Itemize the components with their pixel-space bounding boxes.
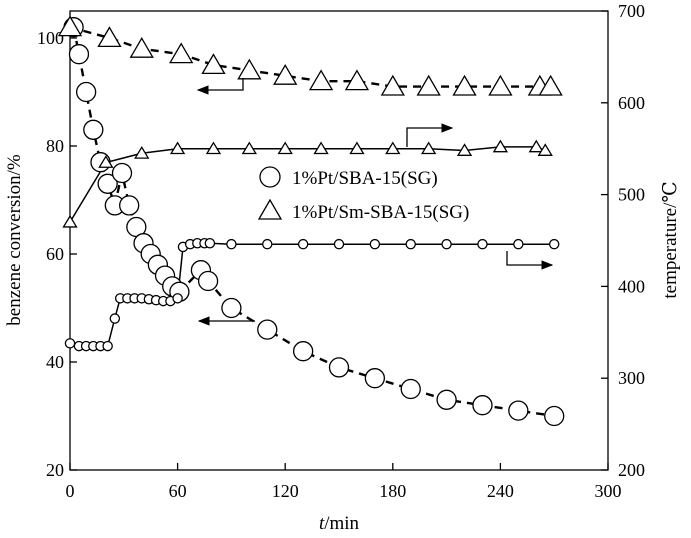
data-point-s3-9: [385, 141, 401, 155]
data-point-s0-19: [257, 319, 278, 340]
x-tick-label: 180: [379, 481, 406, 501]
data-point-s2-27: [441, 238, 452, 250]
y-right-tick-label: 700: [618, 1, 645, 21]
y-right-tick-label: 300: [618, 368, 645, 388]
data-point-s1-3: [169, 42, 194, 64]
data-point-s2-6: [109, 313, 121, 324]
data-point-s0-8: [119, 195, 140, 216]
data-point-s1-10: [416, 74, 441, 96]
data-point-s3-5: [241, 141, 257, 155]
data-point-s1-7: [308, 69, 334, 91]
data-point-s1-8: [344, 69, 370, 91]
x-tick-label: 60: [169, 481, 187, 501]
y-left-tick-label: 20: [46, 460, 64, 480]
x-tick-label: 120: [272, 481, 299, 501]
data-point-s2-23: [297, 238, 309, 250]
data-point-s3-8: [349, 141, 365, 155]
legend: 1%Pt/SBA-15(SG) 1%Pt/Sm-SBA-15(SG): [257, 166, 469, 223]
data-point-s3-13: [528, 139, 544, 153]
data-point-s3-2: [134, 146, 150, 159]
data-point-s1-14: [538, 74, 563, 96]
legend-label-sm-sba: 1%Pt/Sm-SBA-15(SG): [292, 202, 469, 223]
plot-frame: [69, 10, 609, 471]
data-point-s0-21: [328, 357, 350, 378]
data-point-s3-1: [98, 155, 114, 168]
data-point-s2-15: [172, 293, 183, 304]
data-point-s0-20: [292, 341, 314, 362]
y-left-tick-label: 80: [46, 136, 64, 156]
data-point-s1-0: [57, 15, 83, 37]
data-point-s3-7: [313, 141, 329, 155]
data-point-s0-7: [111, 162, 133, 184]
axis-ticks: [69, 10, 609, 471]
y-left-tick-label: 40: [46, 352, 64, 372]
data-point-s0-2: [75, 81, 97, 103]
y-left-axis-title: benzene conversion/%: [4, 154, 25, 326]
data-point-s3-0: [62, 214, 78, 228]
data-point-s1-2: [129, 37, 154, 58]
data-point-s3-12: [492, 139, 509, 153]
data-point-s0-1: [68, 44, 90, 65]
data-point-s1-5: [237, 58, 262, 80]
y-left-tick-label: 60: [46, 244, 64, 264]
data-point-s0-18: [221, 297, 242, 319]
data-point-s0-3: [83, 119, 104, 140]
arrow-sm-conversion-left: [196, 78, 244, 95]
data-point-s2-24: [333, 238, 345, 250]
data-point-s2-20: [204, 238, 216, 249]
data-point-s1-6: [273, 64, 298, 85]
tick-labels: 0 60 120 180 240 3002040608010020030040050060…: [37, 1, 645, 501]
data-point-s2-0: [64, 338, 76, 349]
arrow-sba-temperature-right: [506, 251, 554, 270]
annotation-arrows: [196, 78, 554, 326]
legend-circle-marker: [259, 166, 281, 188]
data-point-s2-26: [405, 238, 416, 250]
data-point-s0-23: [400, 378, 421, 400]
data-point-s1-12: [488, 74, 513, 96]
data-point-s2-25: [369, 238, 381, 250]
x-tick-label: 300: [595, 481, 622, 501]
data-point-s3-14: [537, 143, 553, 156]
x-tick-label: 0: [66, 481, 75, 501]
x-tick-label: 240: [487, 481, 514, 501]
legend-label-sba: 1%Pt/SBA-15(SG): [292, 168, 438, 189]
x-axis-title: t/min: [319, 513, 360, 534]
data-point-s0-22: [364, 368, 386, 389]
data-point-s0-17: [197, 270, 219, 292]
data-point-s3-4: [205, 141, 222, 155]
series-markers: [57, 15, 565, 427]
data-point-s2-21: [226, 238, 237, 250]
data-point-s2-5: [102, 340, 113, 352]
data-point-s3-3: [169, 141, 186, 155]
data-point-s0-25: [472, 395, 493, 416]
data-point-s0-27: [544, 405, 565, 427]
data-point-s1-1: [97, 26, 122, 48]
y-right-tick-label: 400: [618, 276, 645, 296]
data-point-s2-30: [548, 238, 560, 250]
y-right-tick-label: 200: [618, 460, 645, 480]
x-axis-title-italic: t: [319, 513, 325, 534]
data-point-s1-9: [380, 74, 405, 96]
y-right-axis-title: temperature/℃: [660, 181, 681, 298]
data-point-s3-6: [277, 141, 293, 155]
series-line-0: [72, 26, 555, 418]
data-point-s0-5: [97, 173, 118, 194]
data-point-s2-22: [262, 238, 273, 250]
data-point-s0-24: [436, 389, 457, 410]
y-right-tick-label: 600: [618, 93, 645, 113]
legend-triangle-marker: [257, 198, 283, 220]
y-left-tick-label: 100: [37, 28, 64, 48]
arrow-sm-temperature-right: [406, 123, 454, 147]
data-point-s0-26: [508, 400, 529, 421]
data-point-s2-28: [477, 238, 488, 250]
data-point-s2-29: [513, 238, 524, 250]
data-point-s1-4: [201, 53, 226, 75]
data-point-s1-11: [452, 74, 477, 96]
data-point-s3-10: [421, 141, 437, 155]
x-axis-title-unit: /min: [324, 513, 359, 534]
y-right-tick-label: 500: [618, 185, 645, 205]
data-point-s3-11: [456, 143, 473, 156]
